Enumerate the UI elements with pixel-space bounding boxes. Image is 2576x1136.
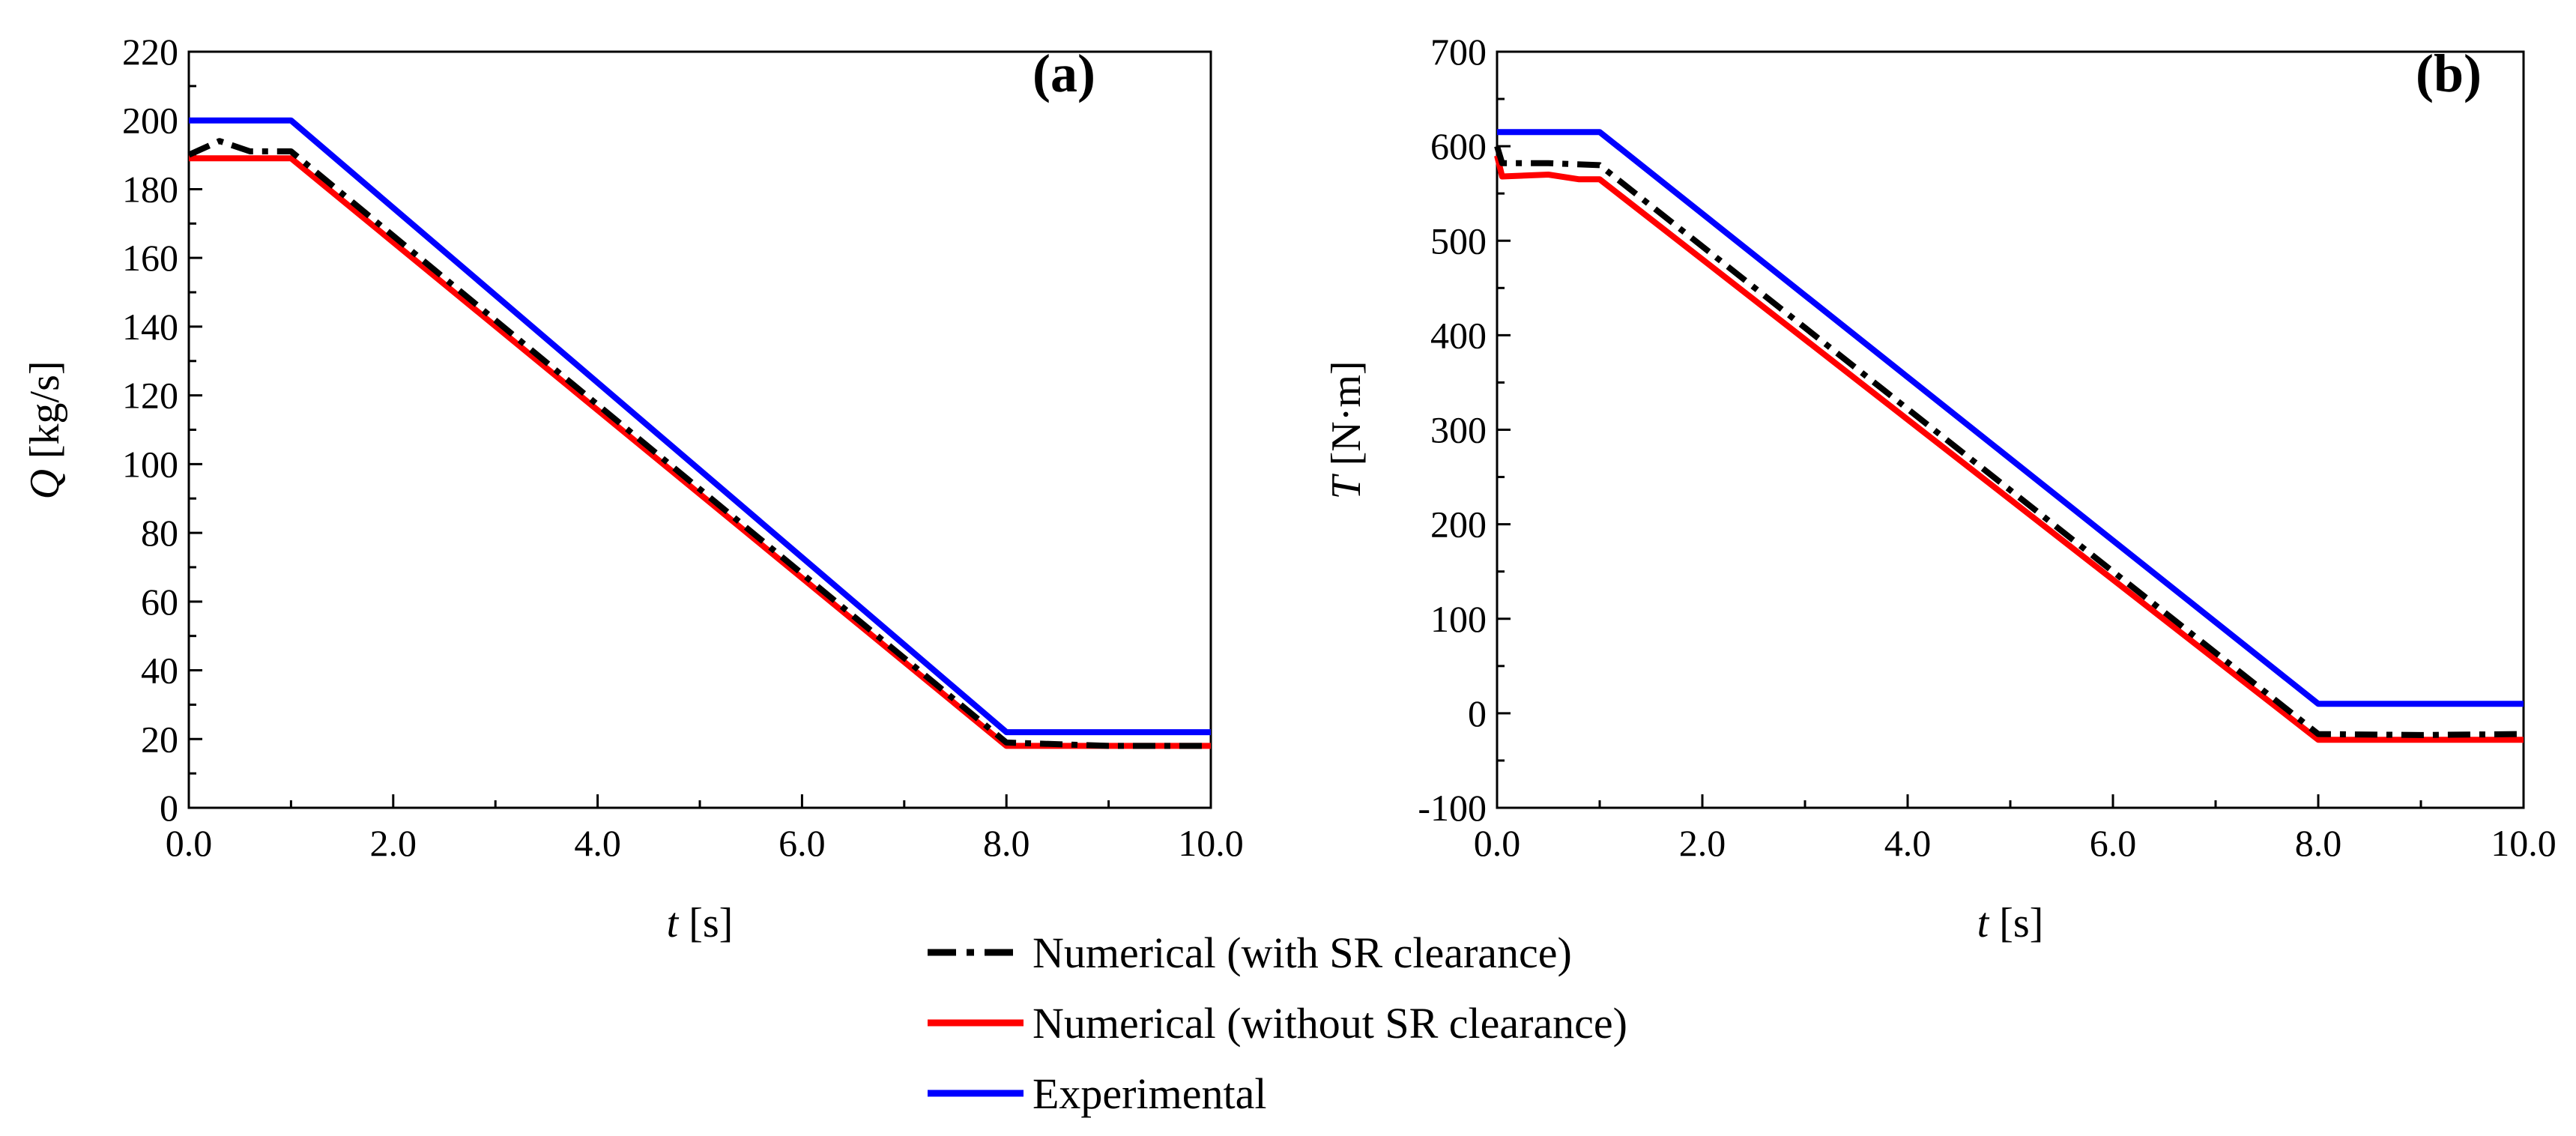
y-tick-label: 400 bbox=[1430, 314, 1487, 356]
legend-label-experimental: Experimental bbox=[1032, 1069, 1266, 1118]
y-tick-label: 500 bbox=[1430, 220, 1487, 262]
y-tick-label: 600 bbox=[1430, 125, 1487, 167]
x-tick-label: 0.0 bbox=[1474, 822, 1521, 864]
x-tick-label: 10.0 bbox=[1178, 822, 1244, 864]
x-tick-label: 2.0 bbox=[1679, 822, 1726, 864]
y-tick-label: 20 bbox=[141, 718, 178, 760]
series-line-numerical-without-sr-clearance bbox=[189, 155, 1211, 749]
series-line-experimental bbox=[1497, 129, 2524, 707]
series-line-numerical-without-sr-clearance bbox=[1494, 154, 2524, 743]
x-tick-label: 6.0 bbox=[778, 822, 826, 864]
y-tick-label: 160 bbox=[122, 237, 178, 279]
y-tick-label: 0 bbox=[160, 787, 178, 829]
y-axis-label: T [N·m] bbox=[1323, 360, 1370, 499]
chart-panel-b: 0.0 2.0 4.0 6.0 8.0 10.0 -100 0 100 200 300 400 500 6… bbox=[1323, 31, 2557, 946]
y-tick-label: 220 bbox=[122, 31, 178, 73]
series-line-numerical-with-sr-clearance bbox=[1494, 145, 2524, 738]
x-tick-label: 6.0 bbox=[2090, 822, 2137, 864]
y-tick-label: 180 bbox=[122, 168, 178, 210]
y-tick-label: 100 bbox=[122, 443, 178, 485]
x-tick-label: 4.0 bbox=[1884, 822, 1932, 864]
y-tick-label: 200 bbox=[1430, 504, 1487, 546]
y-tick-label: 40 bbox=[141, 650, 178, 692]
y-tick-label: 100 bbox=[1430, 598, 1487, 640]
y-tick-label: 60 bbox=[141, 581, 178, 623]
x-tick-label: 10.0 bbox=[2491, 822, 2557, 864]
y-axis-label: Q [kg/s] bbox=[22, 360, 68, 499]
y-tick-label: 80 bbox=[141, 512, 178, 554]
x-axis-label: t [s] bbox=[667, 900, 734, 946]
x-tick-label: 8.0 bbox=[983, 822, 1030, 864]
legend: Numerical (with SR clearance) Numerical … bbox=[928, 928, 1627, 1118]
y-tick-label: 200 bbox=[122, 100, 178, 142]
legend-label-without-sr: Numerical (without SR clearance) bbox=[1032, 999, 1627, 1048]
x-axis-label: t [s] bbox=[1977, 900, 2044, 946]
x-tick-label: 8.0 bbox=[2295, 822, 2342, 864]
panel-label: (a) bbox=[1032, 43, 1095, 103]
y-tick-label: -100 bbox=[1418, 787, 1487, 829]
y-tick-label: 140 bbox=[122, 306, 178, 348]
y-tick-label: 120 bbox=[122, 375, 178, 417]
y-tick-label: 0 bbox=[1468, 692, 1487, 734]
x-tick-label: 2.0 bbox=[370, 822, 417, 864]
y-tick-label: 700 bbox=[1430, 31, 1487, 73]
series-line-experimental bbox=[189, 117, 1211, 736]
chart-panel-a: 0.0 2.0 4.0 6.0 8.0 10.0 0 20 40 60 80 100 120 140 160… bbox=[22, 31, 1244, 946]
plot-frame bbox=[1496, 50, 2525, 809]
x-tick-label: 0.0 bbox=[166, 822, 213, 864]
panel-label: (b) bbox=[2416, 43, 2482, 103]
y-tick-label: 300 bbox=[1430, 409, 1487, 451]
legend-label-with-sr: Numerical (with SR clearance) bbox=[1032, 928, 1572, 977]
series-line-numerical-with-sr-clearance bbox=[187, 138, 1211, 749]
x-tick-label: 4.0 bbox=[574, 822, 621, 864]
